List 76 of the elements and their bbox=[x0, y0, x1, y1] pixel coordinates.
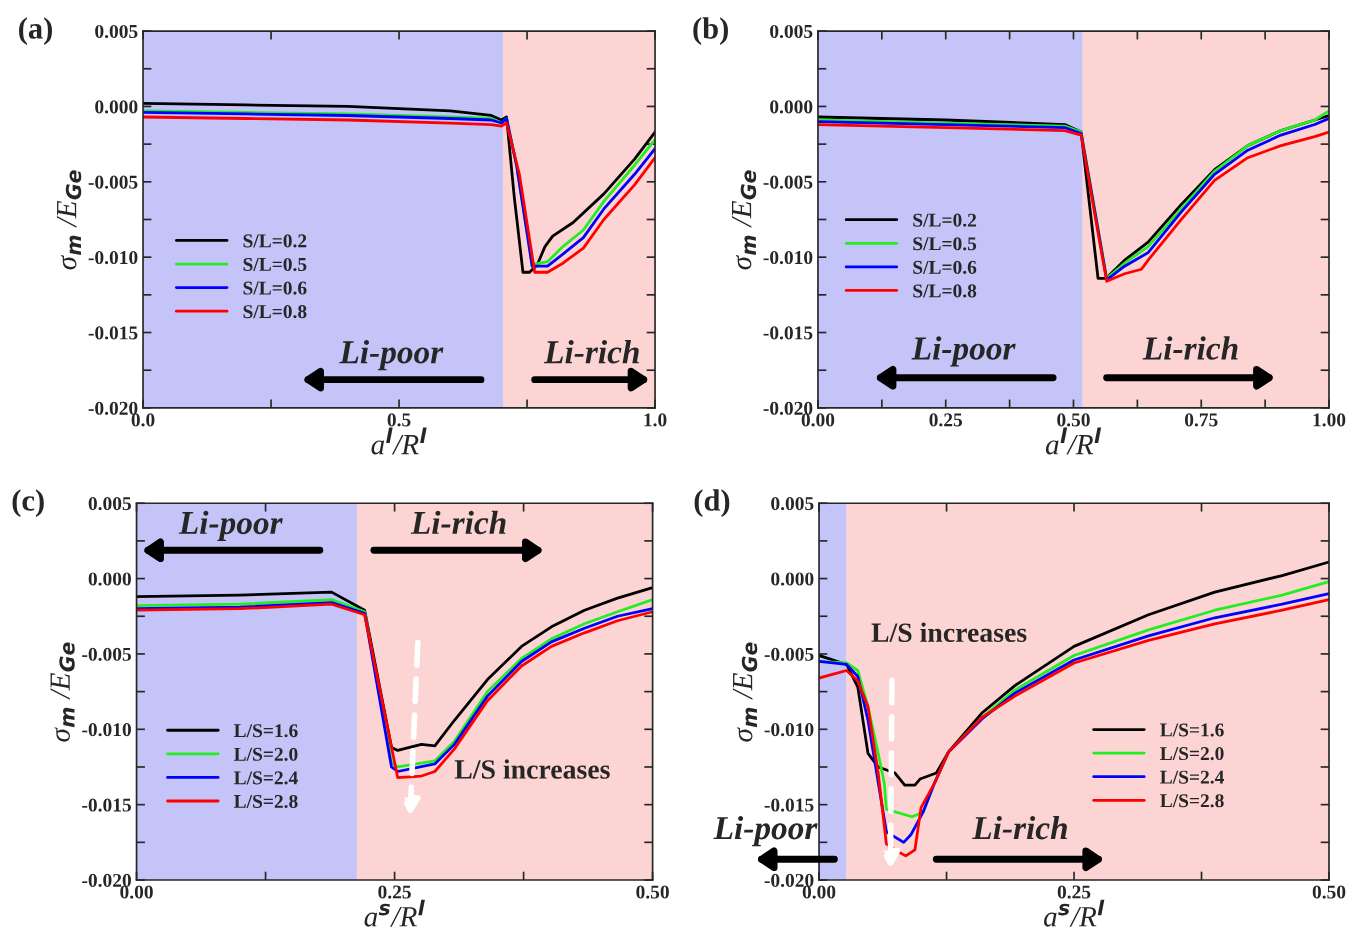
y-tick-label: -0.005 bbox=[763, 175, 813, 189]
x-axis-title: a$^{l}$/R$^{l}$ bbox=[1045, 427, 1102, 455]
chart-title: (b) bbox=[693, 17, 728, 45]
x-tick-label: 0.50 bbox=[636, 885, 669, 899]
y-tick-label: -0.005 bbox=[88, 175, 138, 189]
chart-title: (d) bbox=[694, 489, 730, 518]
band-label: Li-poor bbox=[911, 336, 1016, 367]
band-label: Li-rich bbox=[1142, 336, 1238, 360]
y-tick-label: 0.005 bbox=[770, 24, 813, 39]
y-tick-label: -0.015 bbox=[88, 326, 138, 340]
annotation: L/S increases bbox=[871, 622, 1027, 643]
y-tick-label: -0.020 bbox=[763, 401, 813, 415]
y-tick-label: -0.010 bbox=[88, 250, 138, 265]
y-tick-label: -0.020 bbox=[82, 873, 131, 888]
x-tick-label: 0.5 bbox=[387, 413, 411, 427]
y-tick-label: -0.010 bbox=[82, 723, 131, 737]
y-tick-label: -0.005 bbox=[764, 647, 814, 661]
x-tick-label: 0.50 bbox=[1312, 885, 1346, 899]
legend-label: L/S=2.8 bbox=[1160, 794, 1224, 808]
band-label: Li-poor bbox=[178, 510, 283, 541]
y-tick-label: -0.020 bbox=[764, 873, 814, 888]
y-axis-title: σ$_{m}$ /E$_{Ge}$ bbox=[56, 170, 82, 270]
legend-label: L/S=2.4 bbox=[233, 771, 298, 785]
y-tick-label: -0.010 bbox=[763, 250, 813, 265]
x-tick-label: 0.0 bbox=[131, 413, 155, 427]
y-tick-label: 0.005 bbox=[88, 497, 131, 511]
band-label: Li-poor bbox=[339, 340, 444, 371]
legend-label: S/L=0.5 bbox=[243, 257, 307, 272]
legend-label: S/L=0.8 bbox=[243, 305, 307, 319]
y-tick-label: -0.015 bbox=[82, 798, 131, 812]
legend-label: S/L=0.6 bbox=[243, 281, 307, 295]
legend-label: L/S=2.4 bbox=[1160, 770, 1224, 784]
x-tick-label: 0.25 bbox=[378, 885, 411, 899]
y-tick-label: 0.000 bbox=[95, 100, 138, 114]
legend-label: L/S=2.0 bbox=[233, 747, 298, 761]
y-tick-label: -0.020 bbox=[88, 401, 138, 415]
chart-title: (a) bbox=[19, 17, 52, 45]
y-tick-label: -0.015 bbox=[763, 326, 813, 340]
legend-label: S/L=0.2 bbox=[913, 213, 977, 227]
legend-label: L/S=2.8 bbox=[233, 794, 298, 809]
x-tick-label: 1.0 bbox=[644, 413, 667, 427]
band-label: Li-rich bbox=[543, 340, 639, 364]
y-tick-label: -0.010 bbox=[764, 723, 814, 737]
y-axis-title: σ$_{m}$ /E$_{Ge}$ bbox=[50, 642, 75, 742]
band-label: Li-rich bbox=[972, 815, 1067, 840]
band-label: Li-rich bbox=[410, 510, 506, 535]
annotation: L/S increases bbox=[454, 759, 610, 779]
legend-label: S/L=0.5 bbox=[913, 237, 977, 251]
x-tick-label: 1.00 bbox=[1313, 413, 1346, 427]
y-tick-label: 0.000 bbox=[770, 100, 813, 114]
y-tick-label: 0.000 bbox=[88, 572, 131, 586]
x-tick-label: 0.00 bbox=[801, 413, 835, 427]
legend-label: S/L=0.2 bbox=[243, 234, 307, 248]
y-tick-label: -0.005 bbox=[82, 647, 131, 661]
x-axis-title: a$^{l}$/R$^{l}$ bbox=[371, 427, 427, 455]
y-tick-label: 0.005 bbox=[771, 497, 814, 511]
x-axis-title: a$^{s}$/R$^{l}$ bbox=[364, 899, 425, 927]
x-tick-label: 0.50 bbox=[1057, 413, 1090, 427]
y-tick-label: 0.000 bbox=[771, 572, 814, 586]
x-tick-label: 0.00 bbox=[120, 885, 153, 899]
x-tick-label: 0.75 bbox=[1184, 413, 1218, 427]
y-tick-label: -0.015 bbox=[764, 798, 814, 812]
x-tick-label: 0.25 bbox=[1057, 885, 1091, 899]
band-label: Li-poor bbox=[713, 815, 818, 847]
legend-label: L/S=2.0 bbox=[1160, 746, 1224, 761]
x-tick-label: 0.00 bbox=[802, 885, 836, 899]
legend-label: S/L=0.6 bbox=[913, 260, 977, 274]
legend-label: S/L=0.8 bbox=[913, 284, 977, 298]
legend-label: L/S=1.6 bbox=[233, 724, 298, 738]
chart-title: (c) bbox=[12, 489, 44, 518]
y-axis-title: σ$_{m}$ /E$_{Ge}$ bbox=[732, 642, 758, 742]
x-tick-label: 0.25 bbox=[929, 413, 963, 427]
x-axis-title: a$^{s}$/R$^{l}$ bbox=[1043, 899, 1105, 927]
y-axis-title: σ$_{m}$ /E$_{Ge}$ bbox=[731, 170, 757, 270]
legend-label: L/S=1.6 bbox=[1160, 723, 1224, 737]
y-tick-label: 0.005 bbox=[95, 24, 138, 39]
